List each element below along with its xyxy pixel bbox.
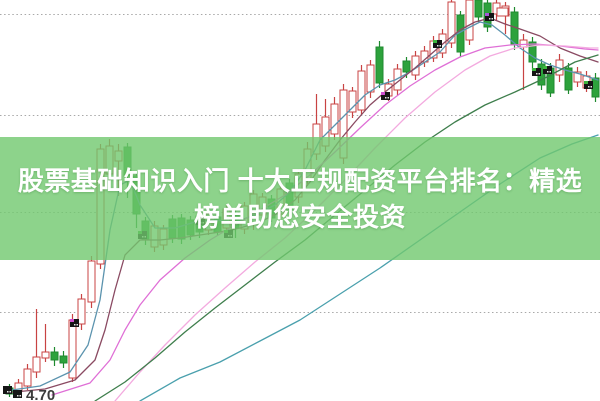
signal-marker bbox=[70, 319, 79, 327]
candle bbox=[330, 97, 339, 140]
candle bbox=[348, 87, 357, 118]
candle bbox=[32, 309, 41, 378]
candle bbox=[77, 294, 86, 330]
candle bbox=[87, 256, 96, 308]
open-box-marker bbox=[496, 7, 509, 17]
candle bbox=[591, 73, 600, 102]
candle bbox=[573, 67, 582, 87]
candle bbox=[519, 34, 528, 90]
candle bbox=[50, 347, 59, 366]
candle bbox=[474, 0, 483, 22]
candle bbox=[357, 65, 366, 115]
candle bbox=[564, 63, 573, 94]
candle bbox=[23, 364, 32, 390]
candle bbox=[528, 37, 537, 70]
headline-banner: 股票基础知识入门 十大正规配资平台排名：精选 榜单助您安全投资 bbox=[0, 137, 600, 260]
signal-marker bbox=[584, 81, 593, 89]
signal-marker bbox=[485, 13, 494, 21]
candle bbox=[41, 324, 50, 362]
signal-marker bbox=[3, 386, 12, 394]
signal-marker bbox=[543, 66, 552, 74]
headline-line-2: 榜单助您安全投资 bbox=[193, 201, 406, 232]
signal-marker bbox=[13, 390, 22, 398]
headline-line-1: 股票基础知识入门 十大正规配资平台排名：精选 bbox=[17, 165, 583, 196]
candle bbox=[59, 351, 68, 368]
signal-marker bbox=[381, 92, 390, 100]
price-label: 4.70 bbox=[26, 387, 55, 401]
candle bbox=[501, 2, 510, 34]
candle bbox=[375, 41, 384, 88]
signal-marker bbox=[433, 40, 442, 48]
candle bbox=[465, 0, 474, 45]
signal-marker bbox=[532, 68, 541, 76]
candle bbox=[447, 0, 456, 48]
